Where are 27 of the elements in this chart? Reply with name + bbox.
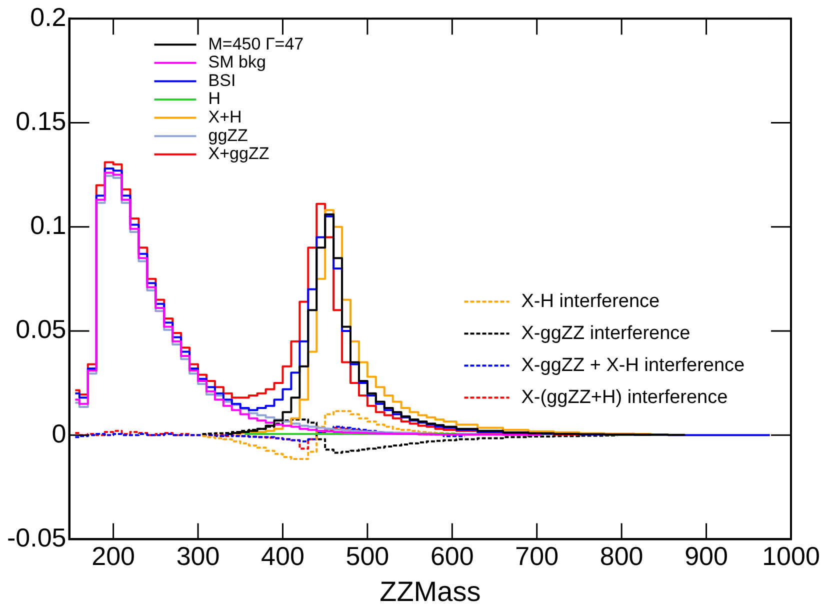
- x-tick-label: 700: [515, 540, 559, 571]
- x-tick-label: 600: [430, 540, 474, 571]
- legend-label: ggZZ: [208, 126, 248, 145]
- legend-label: X-H interference: [521, 290, 660, 312]
- legend-label: H: [208, 89, 221, 108]
- y-tick-label: -0.05: [6, 522, 66, 552]
- x-tick-label: 500: [346, 540, 390, 571]
- legend-label: M=450 Γ=47: [208, 34, 304, 54]
- legend-label: BSI: [208, 70, 236, 90]
- y-tick-label: 0: [52, 418, 66, 448]
- y-tick-label: 0.2: [30, 2, 66, 32]
- y-tick-label: 0.15: [16, 106, 66, 136]
- legend-label: X-ggZZ interference: [521, 322, 690, 344]
- legend-label: X+H: [208, 107, 242, 126]
- x-axis-title: ZZMass: [380, 576, 481, 607]
- x-tick-label: 800: [600, 540, 644, 571]
- legend-label: X-ggZZ + X-H interference: [521, 354, 745, 376]
- x-tick-label: 900: [684, 540, 728, 571]
- x-tick-label: 1000: [762, 540, 820, 571]
- legend-label: X+ggZZ: [208, 144, 270, 164]
- x-tick-label: 400: [261, 540, 304, 571]
- x-tick-label: 300: [176, 540, 220, 571]
- y-tick-label: 0.05: [16, 314, 66, 344]
- x-tick-label: 200: [92, 540, 136, 571]
- legend-label: X-(ggZZ+H) interference: [521, 386, 728, 408]
- legend-label: SM bkg: [208, 52, 266, 72]
- y-tick-label: 0.1: [30, 210, 66, 240]
